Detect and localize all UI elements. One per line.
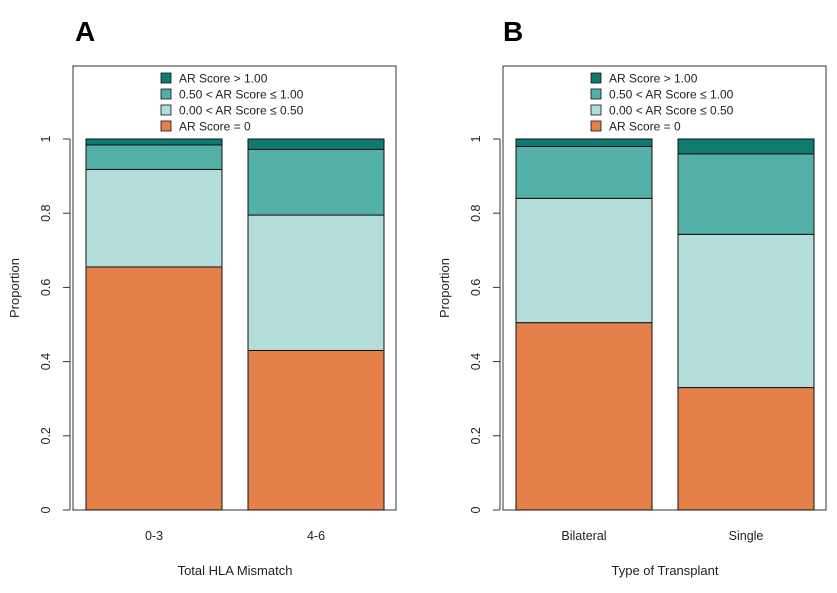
panel-b: B Proportion Type of Transplant 00.20.40… bbox=[437, 16, 827, 578]
panel-b-x-tick-labels: Bilateral Single bbox=[561, 529, 763, 543]
bar-segment bbox=[515, 138, 653, 147]
x-tick-label: 4-6 bbox=[307, 529, 325, 543]
bar-segment bbox=[677, 233, 815, 389]
panel-b-ylabel: Proportion bbox=[437, 258, 452, 318]
y-tick-label: 1 bbox=[469, 135, 483, 142]
panel-a-xlabel: Total HLA Mismatch bbox=[178, 563, 293, 578]
y-tick-label: 0.4 bbox=[39, 353, 53, 370]
legend-label: AR Score = 0 bbox=[609, 120, 681, 134]
bar-segment bbox=[85, 266, 223, 511]
y-tick-label: 0.2 bbox=[469, 427, 483, 444]
bar-segment bbox=[85, 144, 223, 170]
panel-b-xlabel: Type of Transplant bbox=[612, 563, 719, 578]
bar-segment bbox=[85, 168, 223, 268]
x-tick-label: Bilateral bbox=[561, 529, 606, 543]
panel-b-legend: AR Score > 1.00 0.50 < AR Score ≤ 1.00 0.0… bbox=[590, 72, 734, 134]
panel-a-letter: A bbox=[75, 16, 95, 47]
bar-segment bbox=[247, 349, 385, 511]
bar-segment bbox=[515, 197, 653, 324]
panel-a-y-axis: 0 0.2 0.4 0.6 0.8 1 bbox=[39, 135, 71, 513]
bar-segment bbox=[677, 387, 815, 511]
bar-segment bbox=[85, 138, 223, 146]
legend-label: 0.50 < AR Score ≤ 1.00 bbox=[609, 88, 734, 102]
legend-swatch bbox=[590, 120, 602, 132]
legend-label: 0.00 < AR Score ≤ 0.50 bbox=[609, 104, 734, 118]
panel-a-plot-box bbox=[72, 65, 397, 511]
y-tick-label: 0.6 bbox=[469, 279, 483, 296]
bar-segment bbox=[247, 148, 385, 216]
panel-b-letter: B bbox=[503, 16, 523, 47]
y-tick-label: 0.2 bbox=[39, 427, 53, 444]
legend-swatch bbox=[590, 88, 602, 100]
legend-swatch bbox=[590, 72, 602, 84]
x-tick-label: Single bbox=[729, 529, 764, 543]
bar-segment bbox=[247, 214, 385, 351]
y-tick-label: 0 bbox=[39, 506, 53, 513]
legend-label: AR Score > 1.00 bbox=[179, 72, 268, 86]
y-tick-label: 1 bbox=[39, 135, 53, 142]
bar-segment bbox=[677, 138, 815, 155]
y-tick-label: 0.8 bbox=[469, 204, 483, 221]
x-tick-label: 0-3 bbox=[145, 529, 163, 543]
panel-b-y-axis: 0 0.2 0.4 0.6 0.8 1 bbox=[469, 135, 501, 513]
y-tick-label: 0.4 bbox=[469, 353, 483, 370]
legend-label: 0.00 < AR Score ≤ 0.50 bbox=[179, 104, 304, 118]
bar-segment bbox=[247, 138, 385, 150]
panel-a-ylabel: Proportion bbox=[7, 258, 22, 318]
panel-a-legend: AR Score > 1.00 0.50 < AR Score ≤ 1.00 0.0… bbox=[160, 72, 304, 134]
bar-segment bbox=[515, 322, 653, 511]
panel-a: A Proportion Total HLA Mismatch 00.20.40… bbox=[7, 16, 397, 578]
panel-b-plot-box bbox=[502, 65, 827, 511]
panel-a-x-tick-labels: 0-3 4-6 bbox=[145, 529, 325, 543]
legend-label: 0.50 < AR Score ≤ 1.00 bbox=[179, 88, 304, 102]
bar-segment bbox=[515, 145, 653, 199]
legend-swatch bbox=[590, 104, 602, 116]
legend-swatch bbox=[160, 104, 172, 116]
y-tick-label: 0.6 bbox=[39, 279, 53, 296]
legend-label: AR Score = 0 bbox=[179, 120, 251, 134]
y-tick-label: 0.8 bbox=[39, 204, 53, 221]
bar-segment bbox=[677, 153, 815, 235]
legend-swatch bbox=[160, 88, 172, 100]
panel-a-bars bbox=[85, 138, 385, 511]
legend-swatch bbox=[160, 120, 172, 132]
legend-label: AR Score > 1.00 bbox=[609, 72, 698, 86]
y-tick-label: 0 bbox=[469, 506, 483, 513]
legend-swatch bbox=[160, 72, 172, 84]
panel-b-bars bbox=[515, 138, 815, 511]
